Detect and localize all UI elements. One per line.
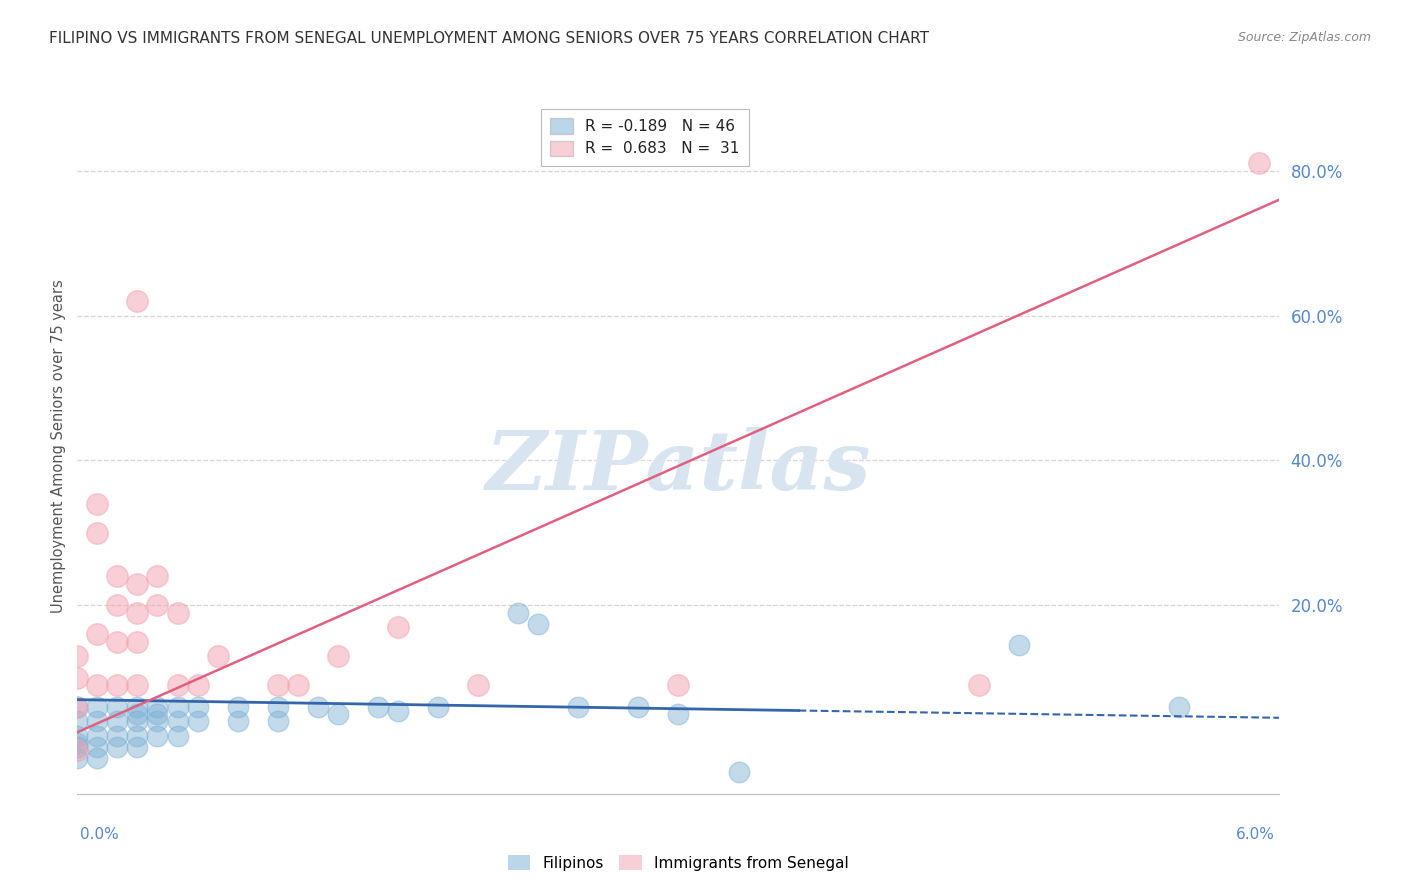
Point: [66, 699, 89, 714]
Point: [427, 699, 450, 714]
Point: [187, 678, 209, 692]
Point: [66, 714, 89, 729]
Point: [107, 699, 129, 714]
Text: 6.0%: 6.0%: [1236, 827, 1275, 841]
Point: [127, 606, 149, 620]
Point: [86, 526, 108, 541]
Point: [567, 699, 589, 714]
Point: [668, 678, 690, 692]
Point: [66, 649, 89, 664]
Point: [107, 634, 129, 648]
Point: [107, 739, 129, 754]
Point: [367, 699, 389, 714]
Point: [267, 678, 290, 692]
Point: [86, 699, 108, 714]
Point: [226, 714, 249, 729]
Point: [127, 576, 149, 591]
Point: [307, 699, 329, 714]
Point: [86, 497, 108, 511]
Point: [146, 707, 169, 722]
Point: [66, 736, 89, 750]
Point: [127, 729, 149, 743]
Point: [1168, 699, 1191, 714]
Point: [1249, 156, 1271, 170]
Point: [146, 729, 169, 743]
Point: [107, 678, 129, 692]
Point: [127, 293, 149, 308]
Point: [86, 739, 108, 754]
Point: [267, 699, 290, 714]
Point: [66, 739, 89, 754]
Point: [146, 599, 169, 613]
Point: [668, 707, 690, 722]
Point: [1008, 638, 1031, 652]
Point: [226, 699, 249, 714]
Point: [66, 729, 89, 743]
Point: [967, 678, 990, 692]
Point: [127, 714, 149, 729]
Point: [107, 729, 129, 743]
Text: ZIPatlas: ZIPatlas: [485, 427, 872, 507]
Point: [267, 714, 290, 729]
Point: [146, 699, 169, 714]
Point: [207, 649, 229, 664]
Point: [107, 599, 129, 613]
Point: [107, 569, 129, 583]
Text: Source: ZipAtlas.com: Source: ZipAtlas.com: [1237, 31, 1371, 45]
Point: [146, 714, 169, 729]
Text: FILIPINO VS IMMIGRANTS FROM SENEGAL UNEMPLOYMENT AMONG SENIORS OVER 75 YEARS COR: FILIPINO VS IMMIGRANTS FROM SENEGAL UNEM…: [49, 31, 929, 46]
Y-axis label: Unemployment Among Seniors over 75 years: Unemployment Among Seniors over 75 years: [51, 279, 66, 613]
Point: [127, 634, 149, 648]
Point: [387, 620, 409, 634]
Point: [508, 606, 530, 620]
Point: [467, 678, 489, 692]
Point: [326, 707, 349, 722]
Point: [86, 750, 108, 764]
Point: [86, 627, 108, 641]
Point: [166, 699, 188, 714]
Point: [127, 707, 149, 722]
Point: [66, 743, 89, 757]
Point: [287, 678, 309, 692]
Point: [326, 649, 349, 664]
Point: [166, 606, 188, 620]
Point: [166, 729, 188, 743]
Point: [527, 616, 550, 631]
Point: [66, 671, 89, 685]
Point: [166, 678, 188, 692]
Point: [627, 699, 650, 714]
Point: [127, 699, 149, 714]
Point: [86, 678, 108, 692]
Point: [66, 699, 89, 714]
Legend: R = -0.189   N = 46, R =  0.683   N =  31: R = -0.189 N = 46, R = 0.683 N = 31: [541, 109, 749, 166]
Point: [727, 765, 749, 780]
Point: [127, 678, 149, 692]
Point: [86, 729, 108, 743]
Point: [187, 699, 209, 714]
Text: 0.0%: 0.0%: [80, 827, 120, 841]
Point: [66, 750, 89, 764]
Point: [146, 569, 169, 583]
Point: [187, 714, 209, 729]
Point: [86, 714, 108, 729]
Point: [387, 704, 409, 718]
Point: [166, 714, 188, 729]
Point: [127, 739, 149, 754]
Point: [107, 714, 129, 729]
